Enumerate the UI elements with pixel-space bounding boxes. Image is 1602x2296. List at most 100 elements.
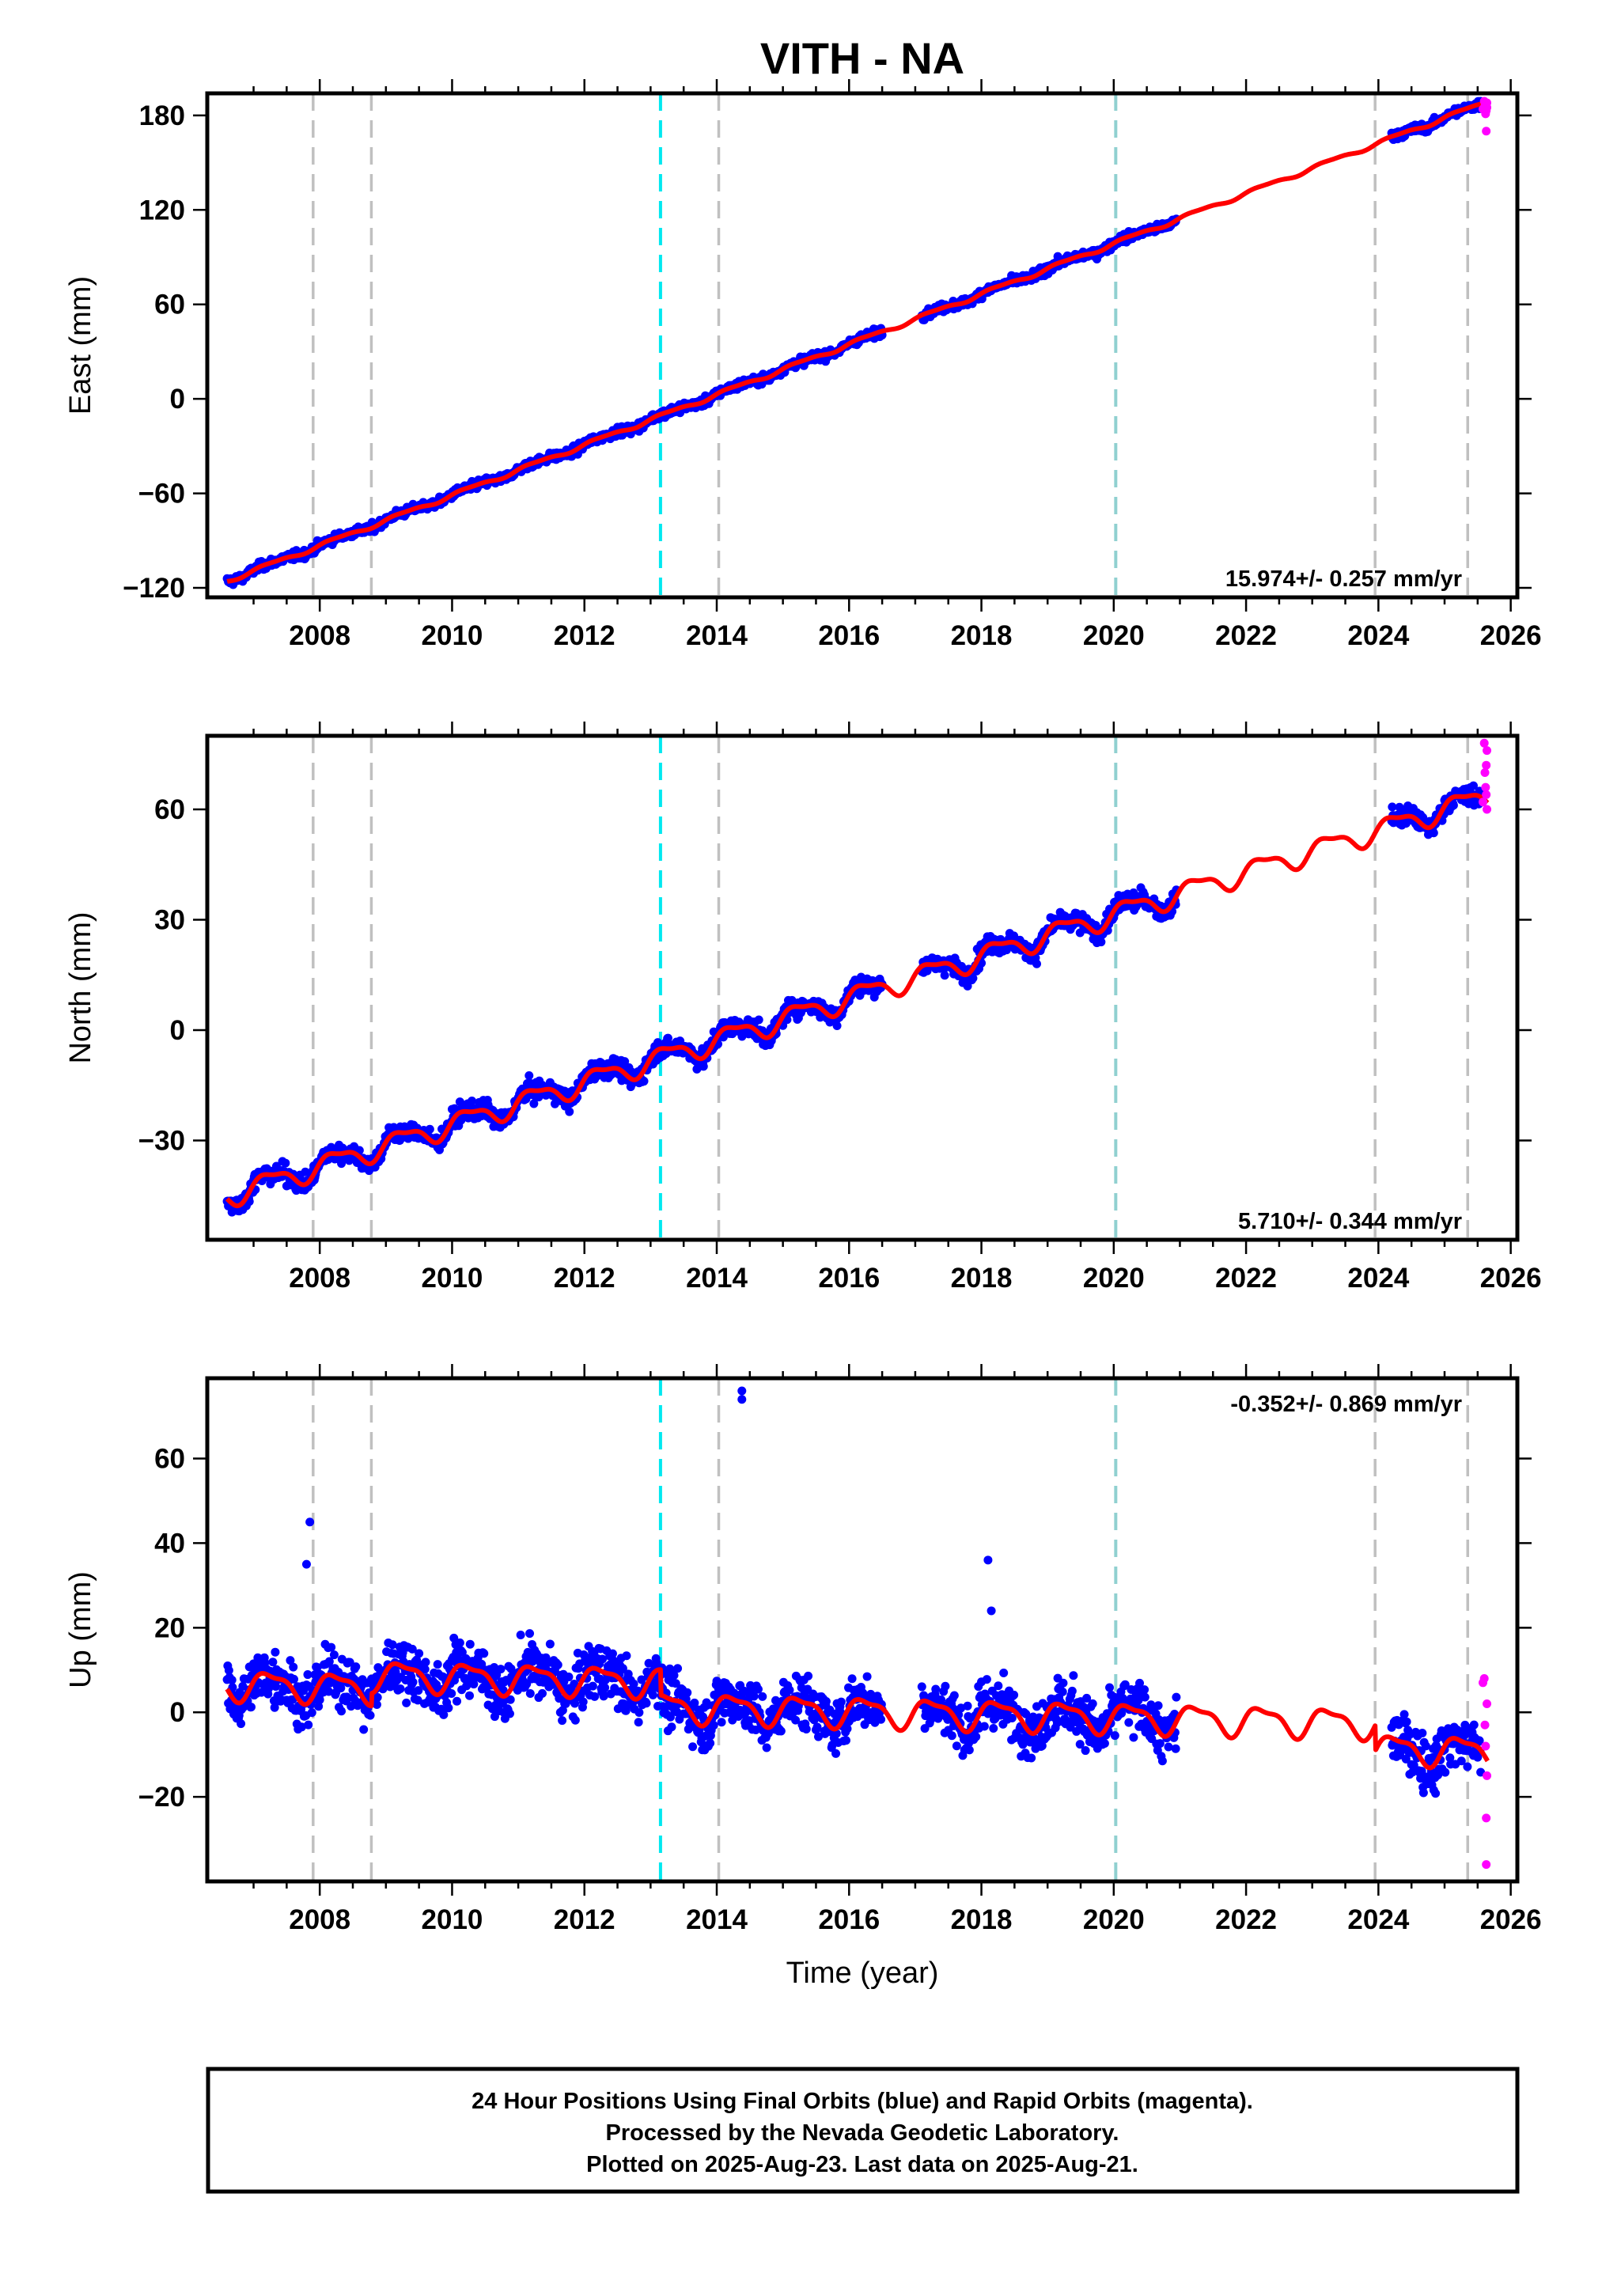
data-point (762, 1743, 771, 1752)
data-point (271, 1647, 280, 1657)
data-point (444, 1703, 453, 1713)
data-point (425, 1124, 434, 1134)
data-point (1009, 1690, 1019, 1699)
data-point (545, 1639, 555, 1649)
y-tick-label: 60 (154, 794, 185, 825)
x-tick-label: 2010 (422, 620, 483, 651)
data-point (600, 1683, 610, 1692)
data-point (964, 1745, 974, 1755)
data-point (836, 1697, 846, 1707)
data-point (304, 1720, 313, 1730)
data-point (415, 1649, 424, 1658)
data-point (785, 1685, 794, 1695)
data-point (994, 1681, 1003, 1691)
data-point (565, 1107, 574, 1116)
data-point (940, 971, 949, 980)
data-point (1100, 1739, 1109, 1749)
north-panel: 2008 2010 2012 2014 2016 2018 2020 2022 2024 2026… (64, 722, 1542, 1294)
x-tick-label: 2026 (1480, 620, 1542, 651)
data-point (971, 1732, 981, 1741)
data-point (941, 1681, 950, 1691)
up-final-points (222, 1629, 1486, 1798)
data-point (468, 1096, 477, 1105)
data-point (453, 1696, 462, 1706)
data-point (525, 1688, 535, 1698)
data-point (289, 1662, 298, 1672)
data-point (1027, 1753, 1036, 1763)
up-panel: 2008 2010 2012 2014 2016 2018 2020 2022 2024 2026… (64, 1364, 1542, 1935)
data-point (1429, 828, 1438, 838)
x-tick-label: 2016 (818, 620, 880, 651)
chart-title: VITH - NA (760, 33, 964, 83)
data-point (505, 1709, 514, 1718)
y-tick-label: 60 (154, 290, 185, 320)
data-point (351, 1662, 361, 1672)
data-point (1058, 1687, 1067, 1696)
north-model-line (225, 793, 1490, 1209)
data-point (1096, 938, 1106, 947)
data-point (516, 1630, 525, 1639)
data-point (706, 1738, 715, 1748)
data-point (1067, 1686, 1077, 1695)
y-tick-label: 0 (170, 384, 185, 415)
y-tick-label: 0 (170, 1015, 185, 1046)
data-point (396, 1684, 405, 1693)
data-point (359, 1725, 369, 1734)
data-point (402, 1698, 411, 1707)
rapid-point (1480, 767, 1490, 777)
data-point (455, 1638, 464, 1647)
x-tick-label: 2014 (686, 1263, 748, 1294)
data-point (754, 1015, 763, 1025)
data-point (578, 1697, 588, 1707)
data-point (538, 1688, 547, 1698)
data-point (1081, 1746, 1090, 1756)
data-point (247, 1703, 256, 1712)
x-tick-label: 2010 (422, 1263, 483, 1294)
up-plot-area (222, 1378, 1492, 1881)
data-point (841, 1736, 850, 1745)
x-tick-label: 2008 (289, 620, 350, 651)
data-point (831, 1749, 841, 1758)
east-plot-area (222, 93, 1492, 597)
data-point (667, 1722, 676, 1732)
x-tick-label: 2012 (554, 620, 615, 651)
y-tick-label: −60 (138, 479, 185, 510)
rapid-point (1482, 790, 1491, 799)
north-plot-area (222, 736, 1492, 1240)
x-tick-label: 2024 (1347, 620, 1409, 651)
data-point (1059, 1678, 1068, 1688)
data-point (804, 1671, 813, 1680)
data-point (525, 1070, 534, 1080)
data-point (949, 1691, 959, 1700)
x-tick-label: 2020 (1083, 620, 1145, 651)
east-model-line (225, 100, 1490, 584)
rapid-point (1482, 127, 1491, 136)
x-tick-label: 2022 (1215, 620, 1277, 651)
data-point (989, 1723, 998, 1733)
data-point (673, 1664, 683, 1673)
rapid-point (1483, 103, 1492, 112)
data-point (237, 1719, 246, 1729)
y-tick-label: 30 (154, 904, 185, 935)
data-point (699, 1062, 708, 1071)
data-point (1069, 1671, 1078, 1680)
y-tick-label: −120 (123, 573, 185, 604)
x-tick-label: 2014 (686, 620, 748, 651)
north-rate-label: 5.710+/- 0.344 mm/yr (1238, 1209, 1462, 1234)
data-point (634, 1718, 643, 1727)
data-point (307, 1708, 316, 1718)
north-final-points (222, 781, 1486, 1217)
x-tick-label: 2026 (1480, 1263, 1542, 1294)
east-y-axis-label: East (mm) (64, 276, 97, 415)
data-point (421, 1658, 430, 1667)
rapid-point (1481, 782, 1490, 792)
data-point (289, 1674, 298, 1684)
data-point (877, 1714, 886, 1724)
data-point (1104, 1683, 1114, 1692)
data-point (525, 1629, 535, 1639)
x-tick-label: 2018 (951, 620, 1013, 651)
data-point (268, 1658, 278, 1667)
data-point (465, 1639, 475, 1649)
data-point (683, 1688, 692, 1697)
data-point (847, 1674, 857, 1684)
